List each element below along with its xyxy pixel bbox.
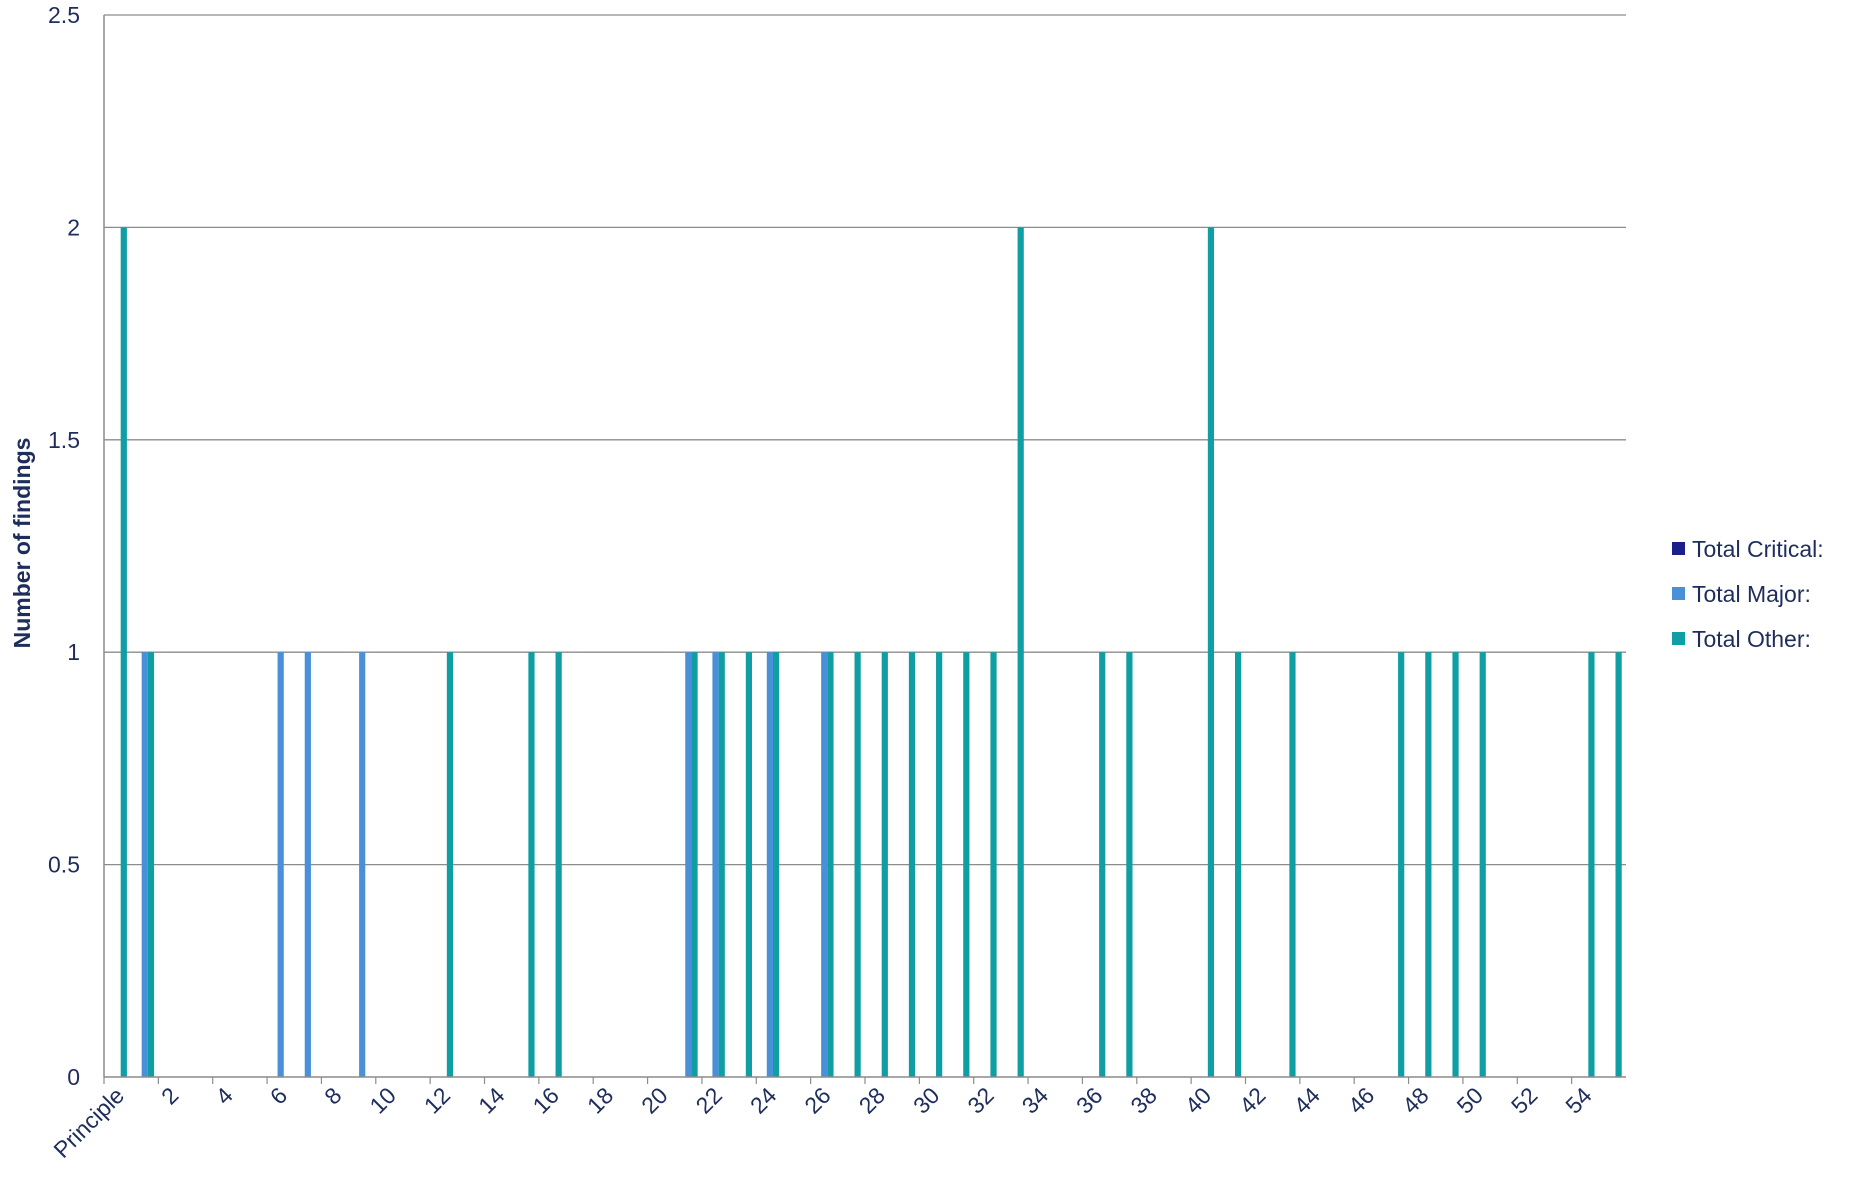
bar-totalother [718, 652, 725, 1077]
x-tick-label: 34 [1017, 1082, 1054, 1119]
legend-label: Total Other: [1692, 626, 1811, 652]
bar-totalother [1126, 652, 1133, 1077]
bar-totalother [1017, 227, 1024, 1077]
bar-totalother [745, 652, 752, 1077]
bar-totalother [1452, 652, 1459, 1077]
bar-totalother [854, 652, 861, 1077]
bar-totalother [691, 652, 698, 1077]
x-tick-label: 18 [582, 1082, 618, 1118]
x-tick-label: 26 [799, 1082, 835, 1118]
bar-totalmajor [712, 652, 719, 1077]
x-tick-label: 16 [527, 1082, 563, 1118]
bar-totalother [827, 652, 834, 1077]
x-tick-label: 50 [1452, 1082, 1488, 1118]
bar-totalmajor [277, 652, 284, 1077]
y-tick-label: 0 [67, 1064, 80, 1090]
bar-totalother [936, 652, 943, 1077]
bar-totalother [772, 652, 780, 1077]
legend: Total Critical: Total Major: Total Other: [1672, 536, 1824, 652]
x-tick-label: 44 [1288, 1082, 1325, 1119]
y-tick-label: 0.5 [48, 852, 80, 878]
bar-totalother [555, 652, 562, 1077]
x-tick-label: 28 [854, 1082, 890, 1118]
x-tick-label: 6 [265, 1082, 292, 1109]
gridlines [104, 14, 1626, 866]
legend-swatch [1672, 542, 1685, 555]
bars [120, 227, 1622, 1077]
bar-totalother [990, 652, 997, 1077]
bar-totalother [963, 652, 970, 1077]
x-tick-label: 30 [908, 1082, 944, 1118]
bar-totalmajor [685, 652, 692, 1077]
x-tick-label: 36 [1071, 1082, 1107, 1118]
x-tick-label: 20 [636, 1082, 672, 1118]
legend-swatch [1672, 632, 1685, 645]
bar-totalother [1099, 652, 1106, 1077]
bar-totalother [1425, 652, 1432, 1077]
bar-totalother [881, 652, 888, 1077]
x-tick-label: 12 [419, 1082, 455, 1118]
bar-totalother [1289, 652, 1296, 1077]
y-tick-label: 1 [67, 639, 80, 665]
x-tick-label: Principle [48, 1082, 129, 1163]
x-tick-label: 2 [156, 1082, 183, 1109]
y-tick-label: 2.5 [48, 2, 80, 28]
x-tick-label: 46 [1343, 1082, 1379, 1118]
x-tick-label: 48 [1397, 1082, 1433, 1118]
bar-totalmajor [141, 652, 148, 1077]
bar-totalmajor [359, 652, 366, 1077]
bar-totalother [1615, 652, 1622, 1077]
bar-totalmajor [766, 652, 773, 1077]
bar-totalother [908, 652, 916, 1077]
x-tick-label: 24 [745, 1082, 782, 1119]
y-tick-label: 2 [67, 214, 80, 240]
legend-swatch [1672, 587, 1685, 600]
x-tick-label: 52 [1506, 1082, 1542, 1118]
bar-totalother [446, 652, 454, 1077]
bar-totalother [1588, 652, 1595, 1077]
legend-label: Total Major: [1692, 581, 1811, 607]
x-tick-label: 4 [210, 1082, 238, 1110]
x-tick-label: 22 [691, 1082, 727, 1118]
x-tick-labels: Principle 2 4 6 8 10 12 14 16 18 20 22 24 26 28 30 32 34 3… [48, 1082, 1597, 1163]
bar-totalother [1235, 652, 1242, 1077]
x-tick-label: 42 [1234, 1082, 1270, 1118]
legend-label: Total Critical: [1692, 536, 1824, 562]
bar-totalother [1479, 652, 1486, 1077]
y-tick-label: 1.5 [48, 427, 80, 453]
bar-totalother [1207, 227, 1215, 1077]
x-tick-label: 14 [473, 1082, 510, 1119]
bar-totalmajor [304, 652, 311, 1077]
bar-totalother [1398, 652, 1405, 1077]
bar-totalother [120, 227, 127, 1077]
x-tick-label: 54 [1560, 1082, 1597, 1119]
bar-totalother [147, 652, 155, 1077]
x-tick-label: 32 [962, 1082, 998, 1118]
bar-totalmajor [821, 652, 828, 1077]
axes [103, 15, 1626, 1084]
x-tick-label: 8 [319, 1082, 346, 1109]
x-tick-label: 40 [1180, 1082, 1216, 1118]
y-axis-title: Number of findings [9, 438, 35, 649]
y-tick-labels: 0 0.5 1 1.5 2 2.5 [48, 2, 80, 1090]
x-tick-label: 10 [364, 1082, 400, 1118]
x-tick-label: 38 [1125, 1082, 1161, 1118]
bar-totalother [528, 652, 535, 1077]
